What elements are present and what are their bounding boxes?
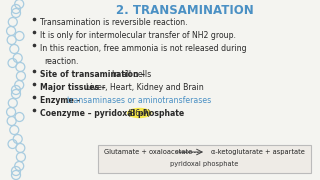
Text: reaction.: reaction. bbox=[44, 57, 78, 66]
Text: It is only for intermolecular transfer of NH2 group.: It is only for intermolecular transfer o… bbox=[40, 31, 236, 40]
Text: Transamination is reversible reaction.: Transamination is reversible reaction. bbox=[40, 18, 188, 27]
Text: Site of transamination –: Site of transamination – bbox=[40, 70, 148, 79]
Text: pyridoxal phosphate: pyridoxal phosphate bbox=[170, 161, 238, 167]
Text: Enzyme –: Enzyme – bbox=[40, 96, 83, 105]
Text: Coenzyme – pyridoxal phosphate: Coenzyme – pyridoxal phosphate bbox=[40, 109, 187, 118]
Ellipse shape bbox=[128, 109, 151, 118]
Text: Liver, Heart, Kidney and Brain: Liver, Heart, Kidney and Brain bbox=[86, 83, 204, 92]
Text: α-ketoglutarate + aspartate: α-ketoglutarate + aspartate bbox=[211, 149, 305, 155]
Text: Major tissues –: Major tissues – bbox=[40, 83, 108, 92]
Text: 2. TRANSAMINATION: 2. TRANSAMINATION bbox=[116, 4, 254, 17]
FancyBboxPatch shape bbox=[98, 145, 310, 172]
Text: transaminases or aminotransferases: transaminases or aminotransferases bbox=[68, 96, 212, 105]
Text: (B6-P): (B6-P) bbox=[128, 109, 151, 118]
Text: In all cells: In all cells bbox=[112, 70, 151, 79]
Text: Glutamate + oxaloacetate: Glutamate + oxaloacetate bbox=[104, 149, 192, 155]
Text: In this reaction, free ammonia is not released during: In this reaction, free ammonia is not re… bbox=[40, 44, 247, 53]
